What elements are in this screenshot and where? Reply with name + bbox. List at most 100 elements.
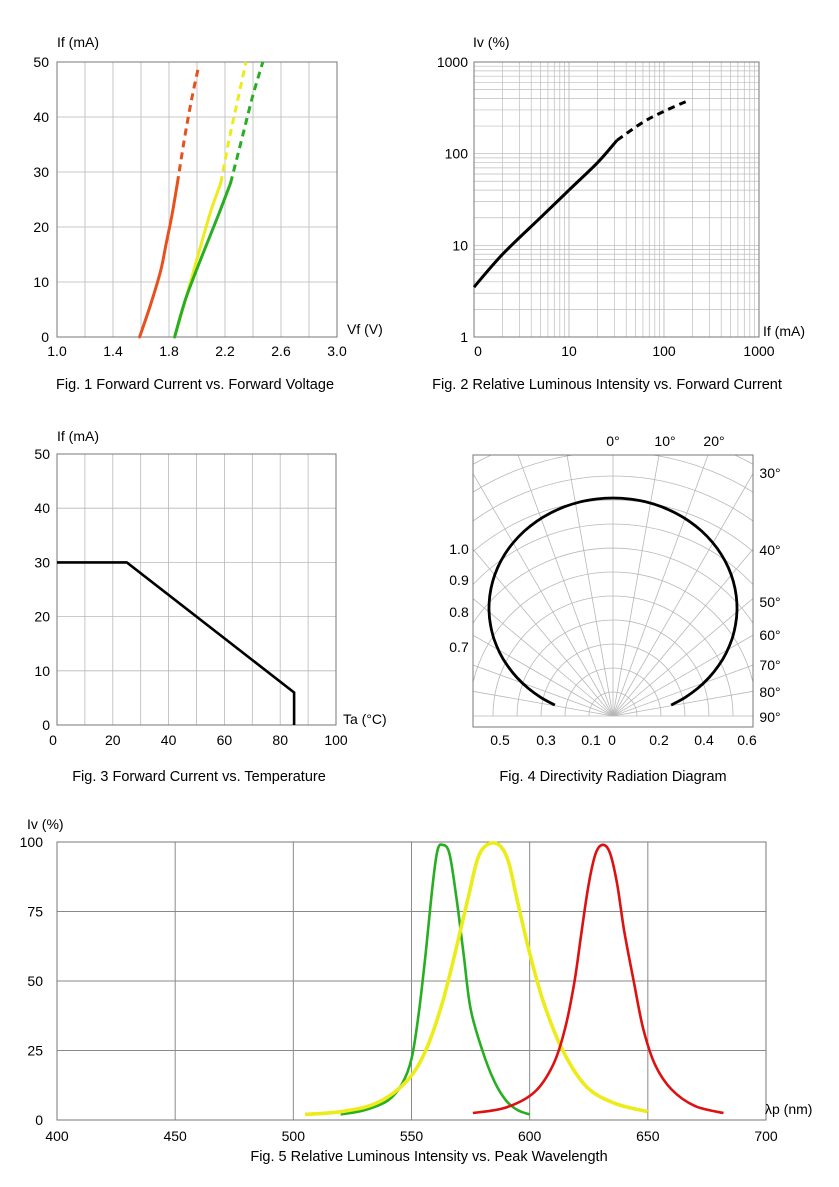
fig5-y-tick-label: 50 [27,973,43,989]
fig3-y-tick-label: 10 [34,663,50,679]
fig3-lines [57,561,296,725]
fig3-x-tick-label: 100 [324,732,348,748]
fig2-plot-frame [473,61,760,338]
fig1-x-tick-label: 2.6 [271,343,291,359]
fig1-x-tick-label: 1.0 [47,343,67,359]
fig3-x-tick-label: 0 [49,732,57,748]
fig5-y-tick-label: 75 [27,904,43,920]
fig4-angle-label: 30° [759,465,780,481]
fig3-title: Fig. 3 Forward Current vs. Temperature [72,769,326,785]
fig4-angle-label: 70° [759,657,780,673]
fig4-spoke [517,455,614,717]
fig5-series-red [472,843,724,1115]
fig4-spoke [473,548,614,717]
fig2-grid [473,61,760,338]
fig4-angle-label: 10° [654,433,675,449]
fig4-spoke [473,598,614,717]
fig4-spoke [612,598,753,717]
fig5-y-tick-label: 100 [20,834,44,850]
fig4-polar-grid [473,455,753,717]
fig4-spoke [473,664,614,717]
fig3-y-tick-label: 20 [34,609,50,625]
fig4-lines [487,496,739,707]
fig1-lines [138,61,265,339]
fig3-x-tick-label: 60 [217,732,233,748]
fig5-series-yellow [304,841,649,1117]
fig1-y-tick-label: 10 [33,274,49,290]
fig5-x-tick-label: 550 [400,1128,424,1144]
fig1-series-green-dashed [229,61,265,184]
fig4-bottom-label: 0.6 [737,732,757,748]
fig4-ring-label: 1.0 [449,541,469,557]
fig4-title: Fig. 4 Directivity Radiation Diagram [499,769,726,785]
fig1-series-red-dashed [175,67,200,184]
fig5-plot-frame [56,841,767,1121]
fig3-grid [56,453,337,726]
fig4-ring-label: 0.9 [449,572,469,588]
fig4-spoke [473,690,614,717]
fig3-xlabel: Ta (°C) [343,711,387,727]
fig1-series-green-solid [173,181,233,339]
fig5-x-tick-label: 400 [45,1128,69,1144]
fig4-spoke [473,634,614,717]
fig5-title: Fig. 5 Relative Luminous Intensity vs. P… [250,1149,607,1165]
fig2-y-tick-label: 1 [460,329,468,345]
fig3-x-tick-label: 40 [161,732,177,748]
fig5-y-ticks: 0 25 50 75 100 [20,834,44,1128]
fig1-x-tick-label: 2.2 [215,343,235,359]
fig4-ring [473,455,753,493]
fig4-angle-label: 60° [759,627,780,643]
fig1-chart: 1.0 1.4 1.8 2.2 2.6 3.0 0 10 20 30 40 50 If (mA) V… [33,34,382,393]
fig4-spoke [566,455,614,717]
fig3-derating-line [57,561,296,725]
fig4-angle-label: 20° [703,433,724,449]
fig1-y-tick-label: 20 [33,219,49,235]
fig5-x-tick-label: 450 [163,1128,187,1144]
fig4-bottom-label: 0.3 [536,732,556,748]
fig5-x-tick-label: 500 [282,1128,306,1144]
fig3-plot-frame [56,453,337,726]
fig1-grid [56,61,338,338]
fig3-y-tick-label: 0 [42,717,50,733]
fig1-plot-frame [56,61,338,338]
fig5-x-tick-label: 700 [754,1128,778,1144]
fig3-ylabel: If (mA) [57,428,99,444]
fig4-radiation-pattern [487,496,739,707]
fig4-spoke [612,634,753,717]
fig2-y-tick-label: 100 [445,146,469,162]
fig1-x-tick-label: 1.8 [159,343,179,359]
fig1-x-tick-label: 1.4 [103,343,123,359]
fig3-y-tick-label: 40 [34,500,50,516]
fig4-labels: 0° 10° 20° 30° 40° 50° 60° 70° 80° 90° 1.0 0.9 0.8 0.… [449,433,780,748]
fig4-spoke [473,472,614,717]
fig3-y-tick-label: 50 [34,446,50,462]
fig4-spoke [612,455,660,717]
fig5-x-tick-label: 600 [518,1128,542,1144]
fig4-spoke [612,664,753,717]
fig4-bottom-label: 0.4 [694,732,714,748]
fig1-y-tick-label: 0 [41,329,49,345]
fig4-bottom-label: 0.2 [649,732,669,748]
fig4-angle-label: 0° [606,433,619,449]
fig5-y-tick-label: 0 [35,1112,43,1128]
fig5-series-green [340,843,531,1116]
fig4-plot-frame [472,454,754,728]
fig4-bottom-label: 0 [608,732,616,748]
fig1-title: Fig. 1 Forward Current vs. Forward Volta… [56,377,334,393]
fig2-x-tick-label: 100 [652,343,676,359]
fig2-title: Fig. 2 Relative Luminous Intensity vs. F… [432,377,782,393]
fig1-series-red-solid [138,181,179,339]
fig2-ylabel: Iv (%) [473,34,510,50]
fig4-angle-label: 40° [759,542,780,558]
fig4-spoke [612,472,753,717]
fig2-y-ticks: 1 10 100 1000 [437,54,468,345]
fig3-y-tick-label: 30 [34,554,50,570]
fig4-bottom-label: 0.1 [581,732,601,748]
fig1-series-yellow-dashed [219,61,248,184]
fig2-x-ticks: 0 10 100 1000 [474,343,775,359]
fig1-y-tick-label: 50 [33,54,49,70]
fig1-x-ticks: 1.0 1.4 1.8 2.2 2.6 3.0 [47,343,347,359]
fig5-x-ticks: 400 450 500 550 600 650 700 [45,1128,778,1144]
